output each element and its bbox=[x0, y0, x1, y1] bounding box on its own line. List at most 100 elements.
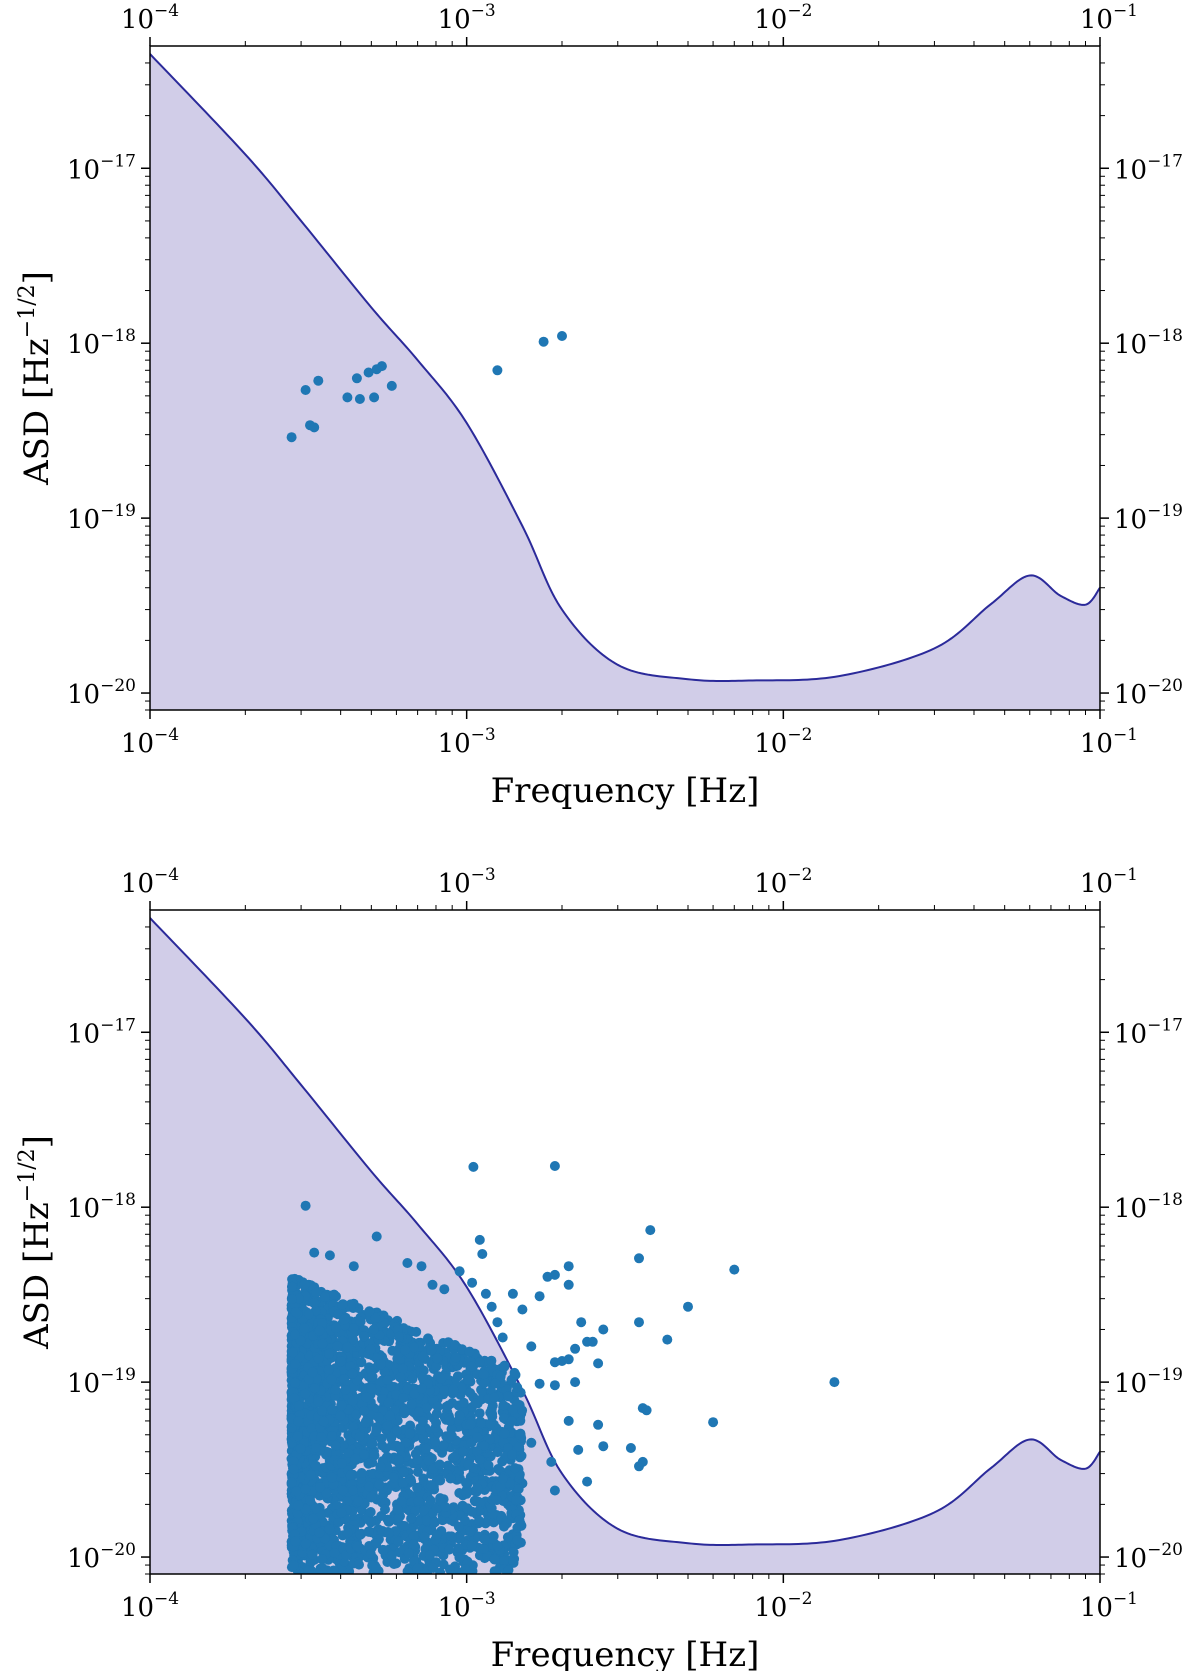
cloud-point bbox=[297, 1547, 308, 1558]
cloud-point bbox=[347, 1395, 358, 1406]
cloud-point bbox=[475, 1497, 486, 1508]
sensitivity-curve bbox=[150, 917, 1100, 1547]
cloud-point bbox=[364, 1481, 374, 1492]
cloud-point bbox=[363, 1526, 374, 1537]
cloud-point bbox=[514, 1515, 525, 1526]
cloud-point bbox=[472, 1446, 482, 1457]
y-axis-title: ASD [Hz−1/2] bbox=[15, 1135, 57, 1350]
cloud-point bbox=[411, 1326, 422, 1337]
cloud-point bbox=[470, 1398, 481, 1409]
cloud-point bbox=[330, 1440, 341, 1451]
cloud-point bbox=[417, 1416, 428, 1427]
cloud-point bbox=[498, 1400, 509, 1411]
cloud-point bbox=[307, 1367, 318, 1378]
cloud-point bbox=[337, 1485, 348, 1496]
y-tick-label: 10−17 bbox=[67, 1015, 136, 1049]
cloud-point bbox=[330, 1385, 341, 1395]
cloud-point bbox=[303, 1309, 314, 1320]
cloud-point bbox=[335, 1411, 346, 1421]
cloud-point bbox=[406, 1399, 417, 1410]
cloud-point bbox=[449, 1451, 460, 1462]
cloud-point bbox=[389, 1559, 399, 1569]
cloud-point bbox=[364, 1306, 375, 1317]
panel-bottom: 10−4 10−4 10−3 10−3 10−2 10−2 10−1 10−1 10−20 10−… bbox=[15, 865, 1183, 1671]
cloud-point bbox=[467, 1506, 478, 1517]
cloud-point bbox=[423, 1455, 434, 1466]
x-tick-label-top: 10−1 bbox=[1080, 865, 1138, 899]
cloud-point bbox=[499, 1361, 510, 1372]
cloud-point bbox=[402, 1566, 413, 1574]
cloud-point bbox=[356, 1357, 367, 1368]
cloud-point bbox=[448, 1384, 459, 1395]
cloud-point bbox=[474, 1357, 485, 1368]
cloud-point bbox=[503, 1565, 514, 1574]
cloud-point bbox=[376, 1359, 386, 1370]
cloud-point bbox=[329, 1548, 340, 1558]
data-point bbox=[309, 1247, 320, 1258]
cloud-point bbox=[315, 1482, 325, 1493]
cloud-point bbox=[299, 1323, 310, 1334]
data-point bbox=[573, 1444, 584, 1455]
x-axis-title: Frequency [Hz] bbox=[491, 1635, 760, 1671]
cloud-point bbox=[386, 1550, 397, 1561]
cloud-point bbox=[431, 1529, 442, 1540]
cloud-point bbox=[359, 1406, 370, 1417]
cloud-point bbox=[397, 1363, 408, 1374]
cloud-point bbox=[394, 1331, 404, 1342]
cloud-point bbox=[300, 1484, 311, 1495]
cloud-point bbox=[407, 1374, 418, 1384]
cloud-point bbox=[445, 1415, 455, 1426]
data-point bbox=[557, 331, 567, 341]
cloud-point bbox=[382, 1375, 393, 1385]
cloud-point bbox=[421, 1515, 432, 1526]
cloud-point bbox=[348, 1334, 359, 1345]
data-point bbox=[416, 1261, 427, 1272]
cloud-point bbox=[365, 1507, 376, 1517]
cloud-point bbox=[489, 1554, 500, 1565]
cloud-point bbox=[484, 1434, 495, 1445]
cloud-point bbox=[419, 1531, 430, 1542]
cloud-point bbox=[339, 1314, 350, 1325]
cloud-point bbox=[370, 1312, 381, 1323]
cloud-point bbox=[465, 1388, 476, 1398]
cloud-point bbox=[336, 1400, 347, 1411]
cloud-point bbox=[490, 1378, 501, 1389]
cloud-point bbox=[288, 1464, 299, 1475]
cloud-point bbox=[446, 1531, 457, 1542]
cloud-point bbox=[348, 1485, 358, 1496]
cloud-point bbox=[305, 1495, 316, 1506]
data-point bbox=[582, 1476, 593, 1487]
cloud-point bbox=[460, 1515, 470, 1526]
x-tick-label: 10−3 bbox=[438, 725, 496, 759]
cloud-point bbox=[429, 1517, 440, 1528]
cloud-point bbox=[400, 1345, 411, 1356]
cloud-point bbox=[287, 1281, 298, 1292]
data-point bbox=[538, 336, 549, 347]
cloud-point bbox=[417, 1351, 428, 1362]
cloud-point bbox=[463, 1374, 473, 1385]
x-tick-label-top: 10−4 bbox=[121, 1, 179, 35]
data-point bbox=[477, 1249, 488, 1259]
cloud-point bbox=[425, 1480, 436, 1491]
cloud-point bbox=[423, 1333, 433, 1344]
data-point bbox=[593, 1358, 604, 1369]
y-tick-label: 10−19 bbox=[67, 501, 136, 535]
cloud-point bbox=[383, 1516, 394, 1527]
cloud-point bbox=[345, 1470, 356, 1480]
cloud-point bbox=[305, 1469, 316, 1480]
cloud-point bbox=[319, 1292, 330, 1302]
cloud-point bbox=[342, 1527, 353, 1538]
cloud-point bbox=[354, 1559, 364, 1570]
cloud-point bbox=[403, 1548, 414, 1559]
cloud-point bbox=[399, 1406, 410, 1417]
cloud-point bbox=[479, 1534, 490, 1545]
x-tick-label-top: 10−2 bbox=[754, 865, 812, 899]
x-tick-label: 10−3 bbox=[438, 1589, 496, 1623]
cloud-point bbox=[398, 1477, 408, 1488]
cloud-point bbox=[492, 1447, 503, 1458]
cloud-point bbox=[303, 1565, 314, 1574]
cloud-point bbox=[290, 1359, 301, 1369]
cloud-point bbox=[512, 1382, 523, 1393]
cloud-point bbox=[290, 1536, 301, 1547]
cloud-point bbox=[293, 1500, 304, 1511]
